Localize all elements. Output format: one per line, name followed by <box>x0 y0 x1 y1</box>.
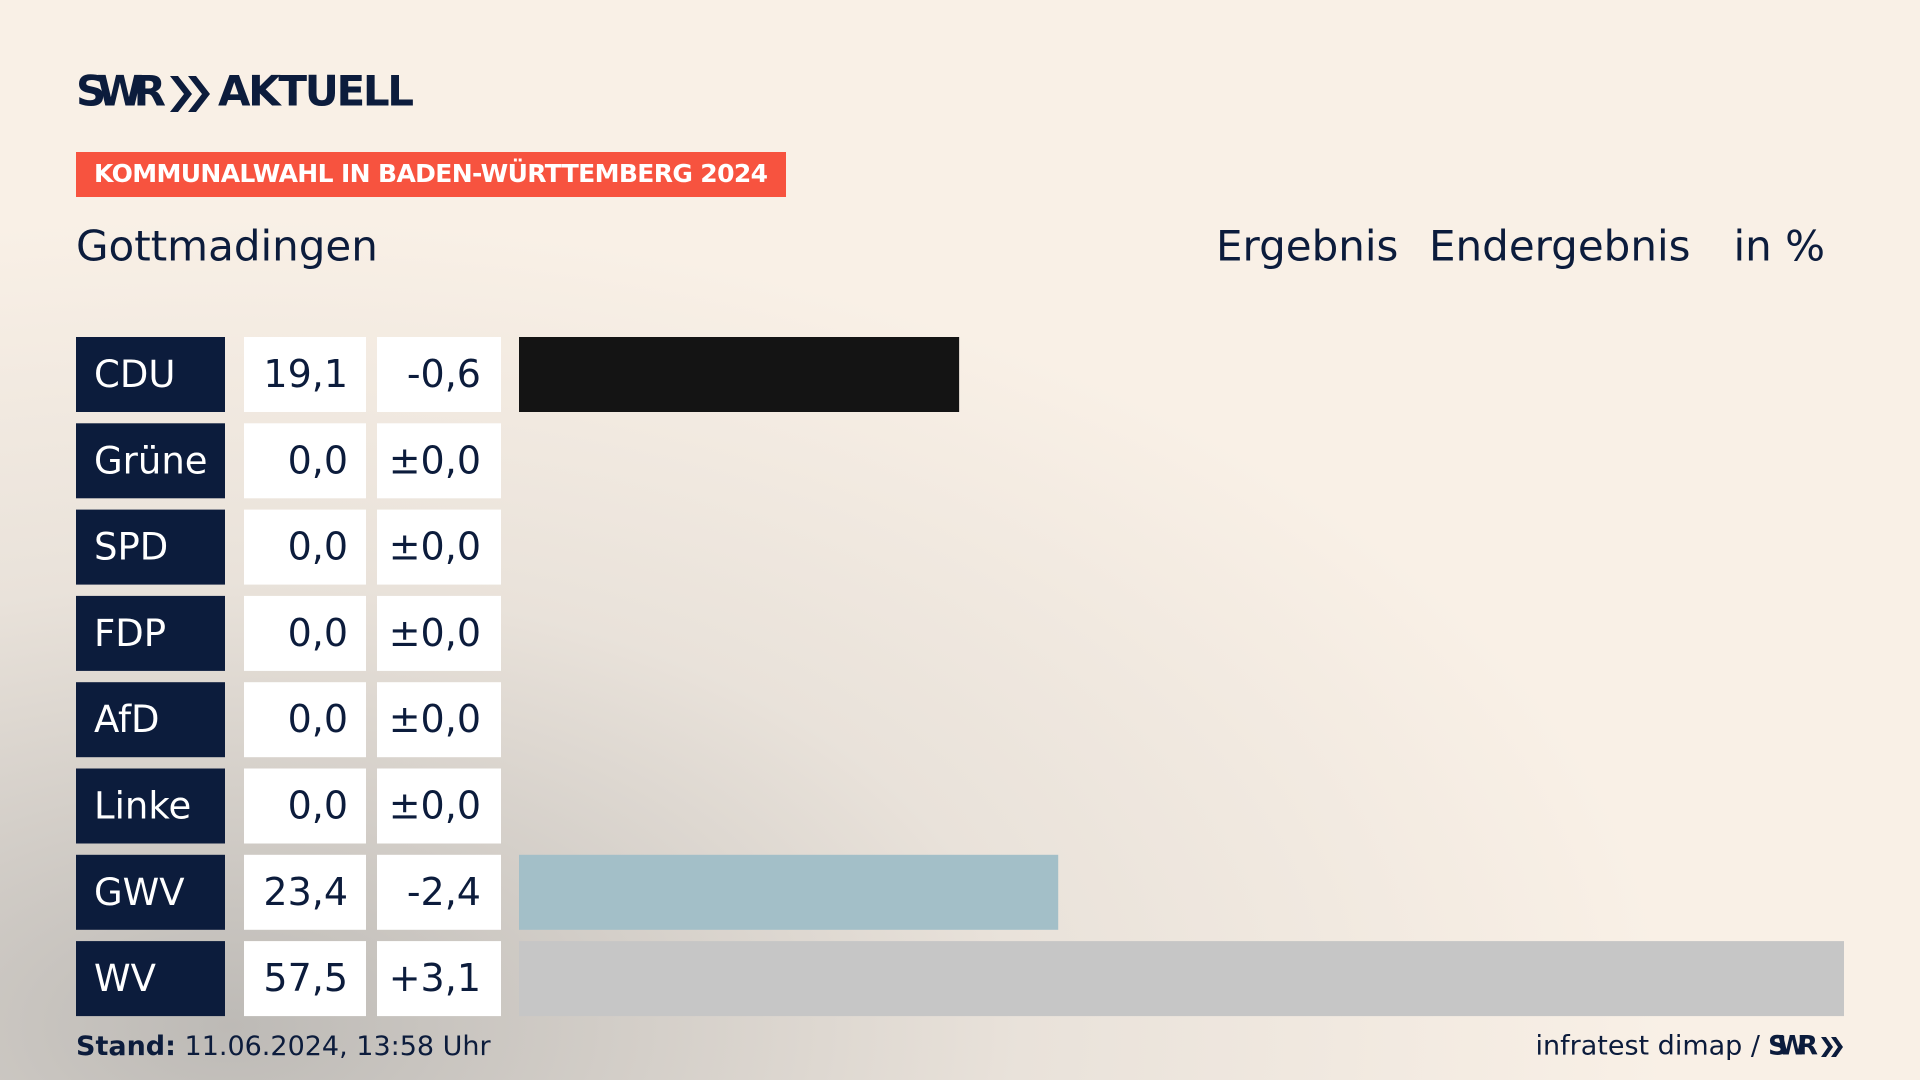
change-label: -2,4 <box>407 870 481 914</box>
timestamp: 11.06.2024, 13:58 Uhr <box>185 1031 492 1062</box>
party-label: WV <box>94 957 156 1000</box>
change-label: ±0,0 <box>389 525 481 569</box>
party-label: GWV <box>94 871 185 914</box>
change-cell <box>377 682 501 758</box>
party-box <box>76 509 225 585</box>
value-label: 57,5 <box>263 956 348 1000</box>
change-label: ±0,0 <box>389 438 481 482</box>
value-label: 0,0 <box>288 525 348 569</box>
brand-product: AKTUELL <box>218 67 414 116</box>
value-cell <box>244 941 366 1017</box>
chart-title: Gottmadingen <box>76 222 378 271</box>
bar <box>519 854 1059 930</box>
change-cell <box>377 337 501 412</box>
kicker: KOMMUNALWAHL IN BADEN-WÜRTTEMBERG 2024 <box>94 158 768 188</box>
party-box <box>76 337 225 412</box>
value-cell <box>244 768 366 844</box>
party-box <box>76 854 225 930</box>
change-label: ±0,0 <box>389 784 481 828</box>
header-label: in % <box>1733 222 1825 271</box>
party-box <box>76 768 225 844</box>
value-cell <box>244 595 366 671</box>
value-label: 0,0 <box>288 611 348 655</box>
value-cell <box>244 337 366 412</box>
party-box <box>76 423 225 499</box>
party-label: AfD <box>94 698 160 741</box>
value-label: 0,0 <box>288 438 348 482</box>
change-cell <box>377 768 501 844</box>
value-cell <box>244 509 366 585</box>
kicker-box <box>76 152 786 197</box>
value-label: 0,0 <box>288 784 348 828</box>
source: infratest dimap / <box>1535 1031 1760 1062</box>
source-chevrons <box>1821 1037 1843 1057</box>
value-label: 23,4 <box>263 870 348 914</box>
party-label: Linke <box>94 785 191 828</box>
party-box <box>76 595 225 671</box>
footer-stand: Stand: 11.06.2024, 13:58 Uhr <box>76 1031 492 1062</box>
brand-name: SWR <box>76 67 166 116</box>
value-label: 0,0 <box>288 697 348 741</box>
change-cell <box>377 941 501 1017</box>
party-label: SPD <box>94 526 168 569</box>
value-cell <box>244 423 366 499</box>
change-cell <box>377 854 501 930</box>
brand-chevrons <box>170 76 210 112</box>
change-cell <box>377 509 501 585</box>
source-brand: SWR <box>1768 1031 1818 1062</box>
bar <box>519 941 1844 1017</box>
bar <box>519 337 960 412</box>
value-cell <box>244 854 366 930</box>
stand-label: Stand: <box>76 1031 176 1062</box>
party-box <box>76 941 225 1017</box>
header-label: Ergebnis <box>1216 222 1398 271</box>
change-label: -0,6 <box>407 352 481 396</box>
change-cell <box>377 595 501 671</box>
value-cell <box>244 682 366 758</box>
change-label: ±0,0 <box>389 697 481 741</box>
party-box <box>76 682 225 758</box>
party-label: CDU <box>94 353 175 396</box>
header-label: Endergebnis <box>1429 222 1691 271</box>
value-label: 19,1 <box>263 352 348 396</box>
party-label: FDP <box>94 612 166 655</box>
change-label: ±0,0 <box>389 611 481 655</box>
change-label: +3,1 <box>389 956 481 1000</box>
party-label: Grüne <box>94 439 208 482</box>
change-cell <box>377 423 501 499</box>
